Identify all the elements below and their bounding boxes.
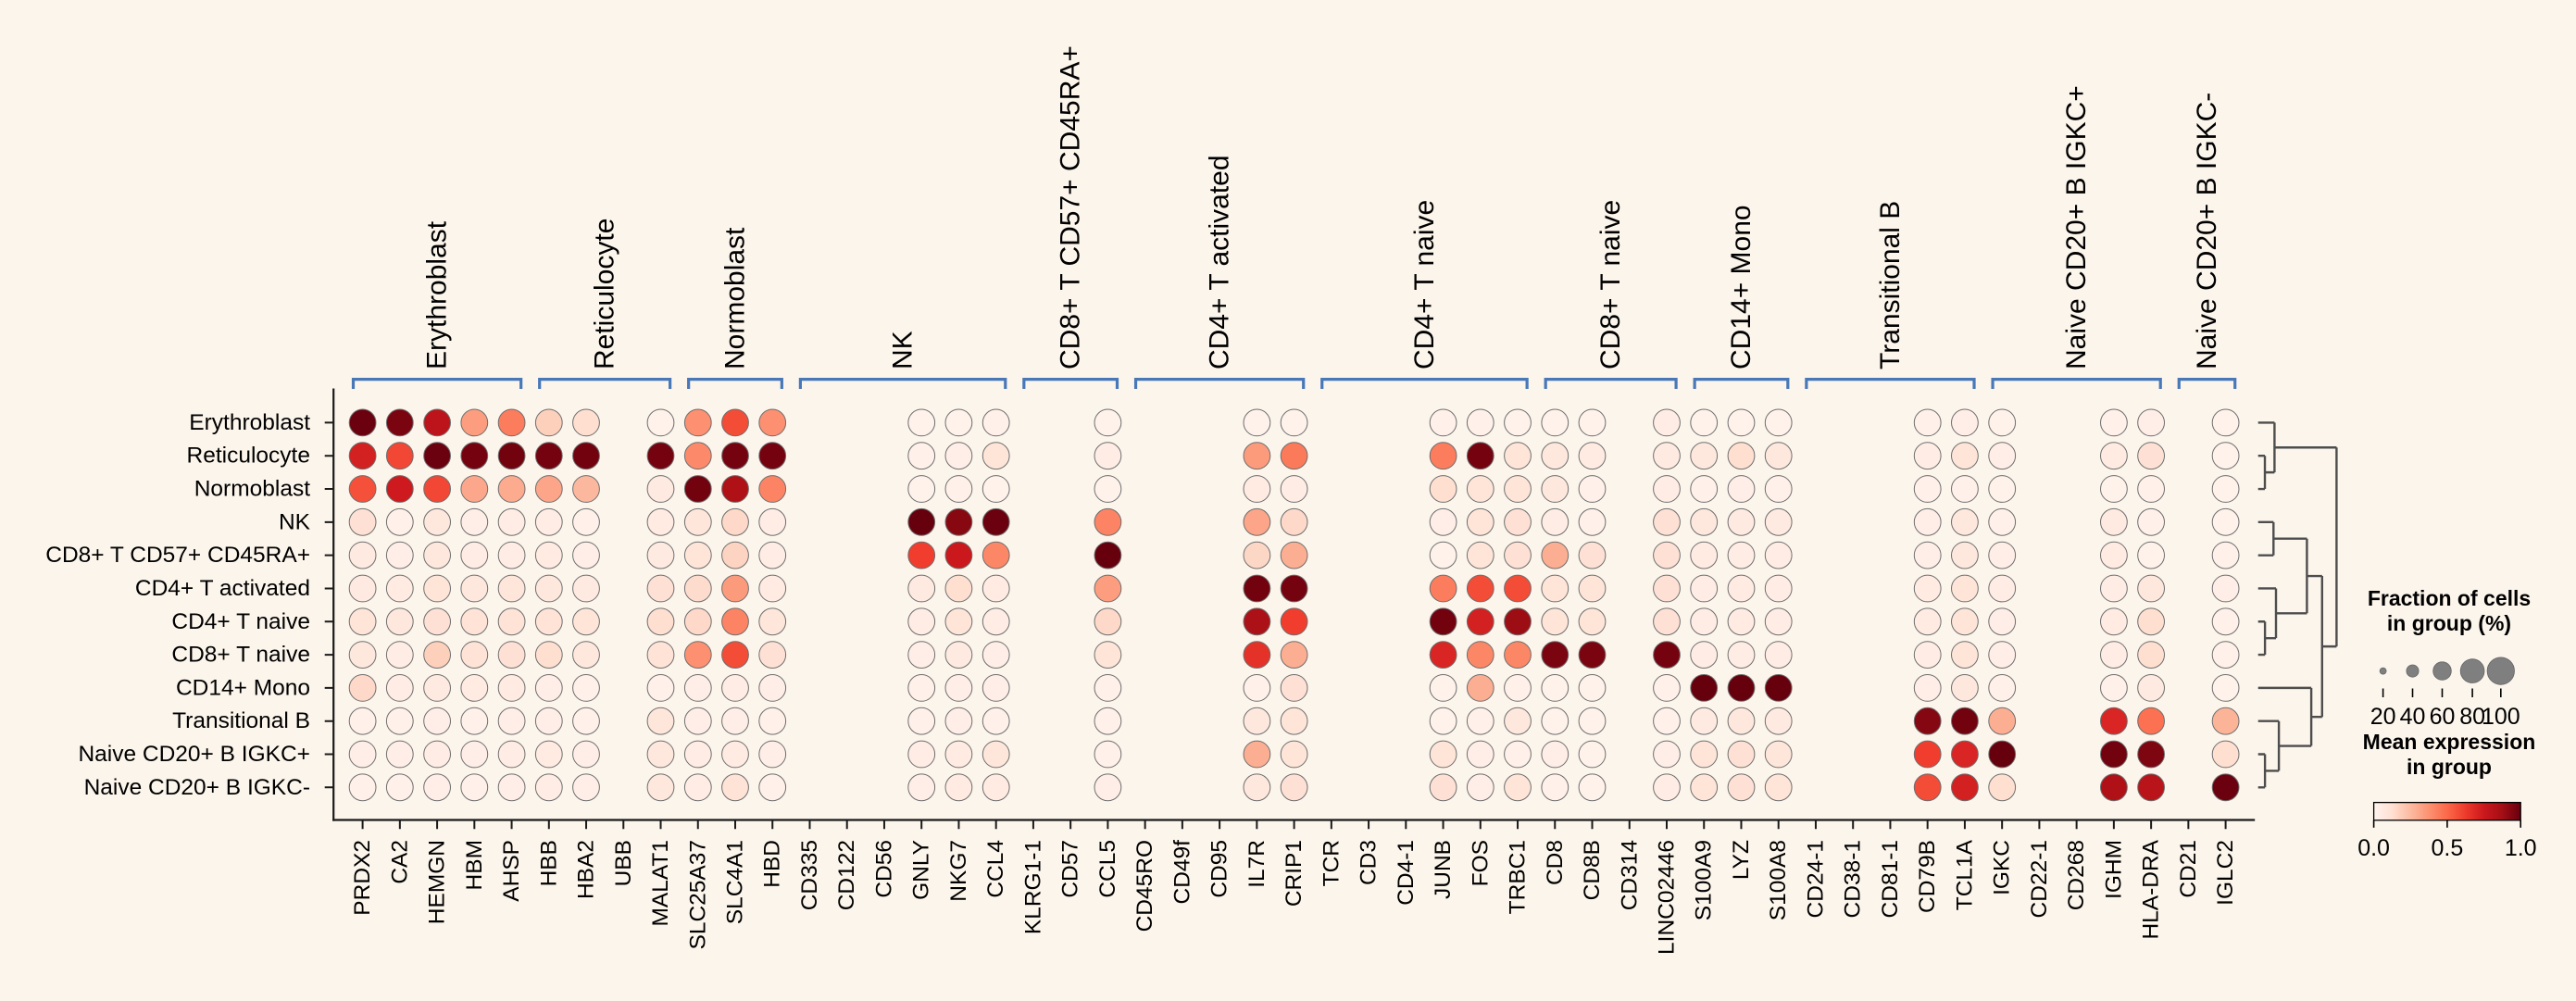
svg-text:HBD: HBD — [760, 840, 785, 888]
svg-text:Mean expression: Mean expression — [2363, 730, 2536, 754]
svg-text:CD81-1: CD81-1 — [1878, 840, 1903, 918]
svg-text:CA2: CA2 — [387, 840, 412, 884]
svg-text:CD14+ Mono: CD14+ Mono — [1726, 205, 1757, 369]
svg-text:80: 80 — [2459, 704, 2485, 730]
svg-text:HEMGN: HEMGN — [425, 840, 450, 924]
svg-text:Normoblast: Normoblast — [194, 477, 310, 502]
svg-text:SLC25A37: SLC25A37 — [685, 840, 710, 950]
svg-text:SLC4A1: SLC4A1 — [723, 840, 748, 924]
svg-text:Reticulocyte: Reticulocyte — [590, 219, 620, 369]
svg-text:PRDX2: PRDX2 — [350, 840, 375, 916]
svg-text:CD95: CD95 — [1207, 840, 1232, 898]
svg-text:CD56: CD56 — [871, 840, 896, 898]
svg-text:CRIP1: CRIP1 — [1282, 840, 1307, 907]
svg-text:IL7R: IL7R — [1244, 840, 1269, 888]
svg-text:60: 60 — [2430, 704, 2456, 730]
svg-text:CD4+ T naive: CD4+ T naive — [171, 609, 310, 634]
svg-text:LYZ: LYZ — [1729, 840, 1754, 880]
svg-text:HBA2: HBA2 — [574, 840, 599, 899]
svg-text:CD4+ T activated: CD4+ T activated — [135, 576, 310, 601]
svg-text:HLA-DRA: HLA-DRA — [2139, 839, 2164, 939]
svg-text:HBB: HBB — [536, 840, 561, 886]
svg-text:LINC02446: LINC02446 — [1655, 840, 1680, 955]
svg-text:CD22-1: CD22-1 — [2027, 840, 2052, 918]
svg-text:40: 40 — [2400, 704, 2426, 730]
svg-text:CD335: CD335 — [797, 840, 822, 910]
svg-text:NKG7: NKG7 — [946, 840, 971, 902]
svg-text:CD8B: CD8B — [1580, 840, 1605, 900]
svg-text:Transitional B: Transitional B — [172, 708, 310, 733]
svg-text:S100A8: S100A8 — [1766, 840, 1791, 920]
svg-text:CD4+ T activated: CD4+ T activated — [1205, 155, 1235, 369]
svg-text:CD57: CD57 — [1058, 840, 1083, 898]
svg-text:in group: in group — [2407, 755, 2492, 779]
svg-text:AHSP: AHSP — [499, 840, 524, 902]
svg-text:NK: NK — [279, 509, 311, 534]
svg-text:CD38-1: CD38-1 — [1841, 840, 1866, 918]
svg-text:CCL5: CCL5 — [1095, 840, 1120, 898]
svg-text:100: 100 — [2482, 704, 2520, 730]
svg-text:0.5: 0.5 — [2432, 835, 2464, 861]
svg-text:Transitional B: Transitional B — [1875, 201, 1906, 369]
svg-text:CD314: CD314 — [1617, 840, 1642, 910]
svg-text:CD8: CD8 — [1543, 840, 1568, 885]
svg-text:Naive CD20+ B IGKC+: Naive CD20+ B IGKC+ — [78, 742, 310, 767]
svg-text:CD3: CD3 — [1357, 840, 1382, 885]
svg-text:CD49f: CD49f — [1169, 840, 1194, 905]
svg-text:CD4-1: CD4-1 — [1394, 840, 1419, 906]
svg-text:KLRG1-1: KLRG1-1 — [1020, 840, 1045, 934]
svg-text:Reticulocyte: Reticulocyte — [187, 444, 310, 469]
svg-text:1.0: 1.0 — [2505, 835, 2537, 861]
svg-text:CD45RO: CD45RO — [1132, 840, 1157, 932]
svg-text:IGKC: IGKC — [1990, 840, 2015, 895]
svg-text:Normoblast: Normoblast — [720, 227, 751, 369]
svg-text:Naive CD20+ B IGKC-: Naive CD20+ B IGKC- — [2192, 93, 2222, 369]
svg-text:20: 20 — [2370, 704, 2396, 730]
svg-text:CD122: CD122 — [834, 840, 859, 910]
svg-text:CD21: CD21 — [2176, 840, 2201, 898]
svg-text:S100A9: S100A9 — [1692, 840, 1717, 920]
svg-text:Fraction of cells: Fraction of cells — [2368, 586, 2531, 610]
svg-text:Erythroblast: Erythroblast — [422, 220, 453, 369]
svg-text:0.0: 0.0 — [2357, 835, 2390, 861]
svg-text:TRBC1: TRBC1 — [1506, 840, 1531, 914]
svg-text:Naive CD20+ B IGKC-: Naive CD20+ B IGKC- — [84, 775, 310, 800]
svg-text:CD8+ T CD57+ CD45RA+: CD8+ T CD57+ CD45RA+ — [45, 543, 310, 568]
svg-text:in group (%): in group (%) — [2387, 611, 2511, 635]
svg-text:GNLY: GNLY — [909, 840, 934, 900]
svg-text:FOS: FOS — [1468, 840, 1493, 886]
svg-text:Naive CD20+ B IGKC+: Naive CD20+ B IGKC+ — [2061, 85, 2092, 369]
svg-text:CD8+ T naive: CD8+ T naive — [1595, 200, 1626, 369]
svg-text:CD24-1: CD24-1 — [1803, 840, 1828, 918]
svg-text:CD8+ T CD57+ CD45RA+: CD8+ T CD57+ CD45RA+ — [1056, 45, 1086, 369]
svg-text:TCL1A: TCL1A — [1952, 839, 1977, 910]
svg-text:CD14+ Mono: CD14+ Mono — [176, 675, 310, 700]
svg-text:JUNB: JUNB — [1431, 840, 1456, 899]
svg-text:Erythroblast: Erythroblast — [189, 410, 310, 435]
svg-text:TCR: TCR — [1319, 840, 1344, 886]
svg-text:MALAT1: MALAT1 — [648, 840, 673, 927]
svg-text:CD4+ T naive: CD4+ T naive — [1409, 200, 1440, 369]
svg-text:CD79B: CD79B — [1915, 840, 1940, 913]
svg-text:CCL4: CCL4 — [983, 840, 1008, 898]
svg-text:NK: NK — [888, 331, 919, 369]
svg-text:IGLC2: IGLC2 — [2213, 840, 2238, 906]
svg-text:UBB: UBB — [611, 840, 636, 886]
svg-text:IGHM: IGHM — [2101, 840, 2126, 899]
svg-text:CD268: CD268 — [2064, 840, 2089, 910]
svg-text:CD8+ T naive: CD8+ T naive — [171, 643, 310, 668]
svg-text:HBM: HBM — [462, 840, 487, 890]
